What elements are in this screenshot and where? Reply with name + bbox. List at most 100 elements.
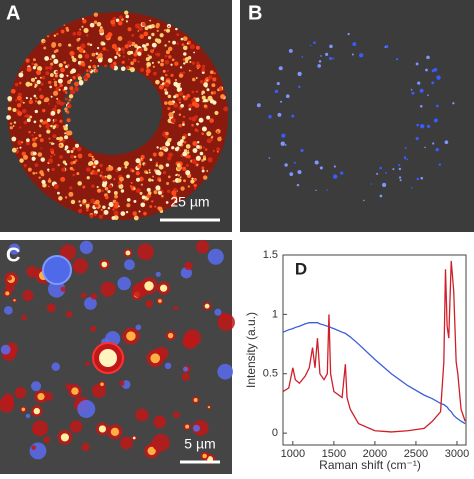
speckle xyxy=(120,47,125,52)
speckle xyxy=(104,175,107,178)
speckle xyxy=(14,82,19,87)
speckle xyxy=(29,115,33,119)
speckle xyxy=(347,32,350,36)
blob xyxy=(21,314,27,321)
speckle xyxy=(118,183,124,189)
speckle xyxy=(193,183,197,188)
speckle xyxy=(57,163,60,167)
series-line xyxy=(282,322,466,425)
y-tick-label: 1.5 xyxy=(263,249,278,261)
speckle xyxy=(162,69,166,73)
speckle xyxy=(435,104,439,108)
speckle xyxy=(91,157,95,161)
speckle xyxy=(426,124,431,129)
speckle xyxy=(161,194,164,198)
speckle xyxy=(280,100,283,103)
speckle xyxy=(33,120,37,124)
speckle xyxy=(88,202,91,205)
speckle xyxy=(143,200,146,202)
speckle xyxy=(93,12,99,17)
speckle xyxy=(155,161,159,165)
speckle xyxy=(415,137,419,141)
speckle xyxy=(167,138,172,143)
speckle xyxy=(114,47,119,52)
speckle xyxy=(165,50,170,55)
speckle xyxy=(165,28,171,33)
speckle xyxy=(420,124,425,129)
speckle xyxy=(127,40,133,46)
speckle xyxy=(7,96,13,101)
speckle xyxy=(31,156,36,161)
speckle xyxy=(57,78,63,84)
speckle xyxy=(46,130,49,133)
speckle xyxy=(113,191,118,195)
speckle xyxy=(64,162,68,166)
speckle xyxy=(156,146,159,149)
speckle xyxy=(48,65,53,70)
speckle xyxy=(103,209,109,215)
speckle xyxy=(165,163,170,167)
blob xyxy=(26,265,38,278)
speckle xyxy=(37,66,43,72)
speckle xyxy=(182,95,185,98)
blob xyxy=(153,415,167,429)
speckle xyxy=(175,82,181,89)
blob xyxy=(124,259,135,271)
speckle xyxy=(25,58,30,63)
x-tick-label: 2000 xyxy=(363,448,387,460)
speckle xyxy=(68,94,74,99)
cell-hole xyxy=(62,65,162,155)
speckle xyxy=(199,79,204,84)
blob-core xyxy=(125,250,131,256)
speckle xyxy=(48,177,51,180)
speckle xyxy=(31,62,35,66)
speckle xyxy=(166,189,171,194)
speckle xyxy=(72,160,76,164)
speckle xyxy=(91,184,95,188)
speckle xyxy=(82,185,86,189)
blob-core xyxy=(204,303,210,309)
blob xyxy=(90,325,97,332)
speckle xyxy=(158,179,162,182)
speckle xyxy=(182,151,188,157)
speckle xyxy=(93,210,98,215)
speckle xyxy=(325,52,329,56)
speckle xyxy=(66,149,70,154)
speckle xyxy=(64,132,67,135)
blob xyxy=(164,362,172,370)
speckle xyxy=(182,36,188,42)
speckle xyxy=(107,58,113,63)
speckle xyxy=(277,112,282,117)
speckle xyxy=(99,174,102,177)
speckle xyxy=(218,86,223,91)
speckle xyxy=(125,14,130,19)
speckle xyxy=(129,67,136,73)
speckle xyxy=(223,106,229,112)
speckle xyxy=(404,157,407,160)
speckle xyxy=(53,34,57,37)
speckle xyxy=(81,25,84,28)
speckle xyxy=(329,44,333,49)
speckle xyxy=(53,184,59,190)
speckle xyxy=(44,56,50,61)
speckle xyxy=(191,159,197,165)
speckle xyxy=(25,114,29,118)
speckle xyxy=(108,184,113,189)
speckle xyxy=(67,101,70,104)
speckle xyxy=(115,18,120,23)
speckle xyxy=(444,140,449,145)
speckle xyxy=(189,44,195,50)
speckle xyxy=(133,52,138,57)
speckle xyxy=(117,20,123,26)
speckle xyxy=(127,27,132,32)
speckle xyxy=(14,99,18,102)
speckle xyxy=(201,71,205,74)
speckle xyxy=(89,214,94,219)
speckle xyxy=(187,155,191,159)
speckle xyxy=(40,147,43,150)
speckle xyxy=(70,89,76,95)
speckle xyxy=(28,130,31,134)
speckle xyxy=(143,47,148,52)
speckle xyxy=(190,70,193,72)
speckle xyxy=(53,58,59,64)
